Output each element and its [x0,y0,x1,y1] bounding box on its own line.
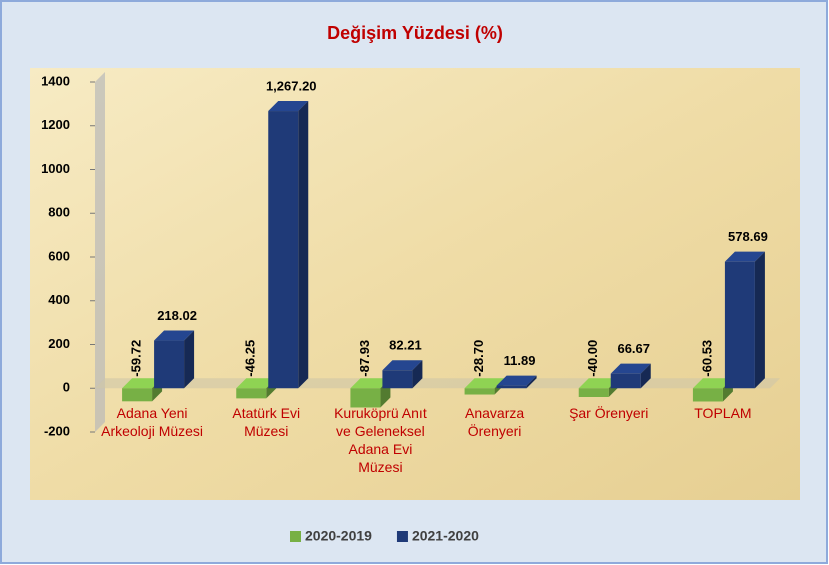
legend-label: 2020-2019 [305,528,372,544]
bar-top [464,378,505,389]
bar [154,340,185,389]
data-label: 578.69 [728,229,768,244]
y-tick-label: 1000 [41,161,70,176]
bar-top [610,363,651,374]
chart-title: Değişim Yüzdesi (%) [327,23,503,43]
y-tick-label: 800 [48,205,70,220]
bar-side [754,251,765,389]
bar-top [724,251,765,262]
y-tick-label: 1200 [41,117,70,132]
x-tick-label: Atatürk Evi Müzesi [232,405,301,439]
y-tick-label: 1400 [41,73,70,88]
bar [382,370,413,389]
floor [95,378,780,389]
bar [496,385,527,389]
bar-top [578,378,619,389]
data-label: 218.02 [157,308,197,323]
data-label: 11.89 [504,353,536,368]
bar-side [298,101,309,389]
legend-swatch [396,531,408,542]
data-label: -60.53 [699,340,714,377]
bar [268,111,299,389]
y-tick-label: 400 [48,292,70,307]
data-label: -40.00 [585,340,600,377]
y-tick-label: 200 [48,336,70,351]
x-tick-label: Adana Yeni Arkeoloji Müzesi [101,405,204,439]
data-label: 66.67 [617,341,650,356]
x-tick-label: Anavarza Örenyeri [465,405,525,439]
bar [236,388,267,399]
data-label: 1,267.20 [266,78,317,93]
bar-side [640,363,651,389]
data-label: -59.72 [129,340,144,377]
bar [464,388,495,395]
bar-side [526,375,537,389]
bar-side [184,330,195,389]
bar-top [496,375,537,386]
bar-top [268,101,309,112]
y-tick-label: -200 [44,423,70,438]
bar-top [692,378,733,389]
x-tick-label: TOPLAM [694,405,752,421]
bar [578,388,609,397]
x-tick-label: Kuruköprü Anıt ve Geleneksel Adana Evi M… [334,405,427,475]
axis-wall [95,72,105,432]
legend-swatch [290,531,301,542]
bar-top [382,360,423,371]
data-label: -46.25 [243,340,258,377]
y-tick-label: 600 [48,248,70,263]
y-tick-label: 0 [63,380,70,395]
bar [724,261,755,389]
bar-side [412,360,423,389]
plot-background [30,68,800,500]
bar-top [350,378,391,389]
data-label: -87.93 [357,340,372,377]
legend-label: 2021-2020 [412,528,479,544]
x-tick-label: Şar Örenyeri [569,405,649,421]
bar [610,373,641,389]
bar [692,388,723,402]
bar-top [154,330,195,341]
data-label: 82.21 [389,338,422,353]
bar-top [236,378,277,389]
bar-top [122,378,163,389]
bar [350,388,381,408]
data-label: -28.70 [471,340,486,377]
bar [122,388,153,402]
